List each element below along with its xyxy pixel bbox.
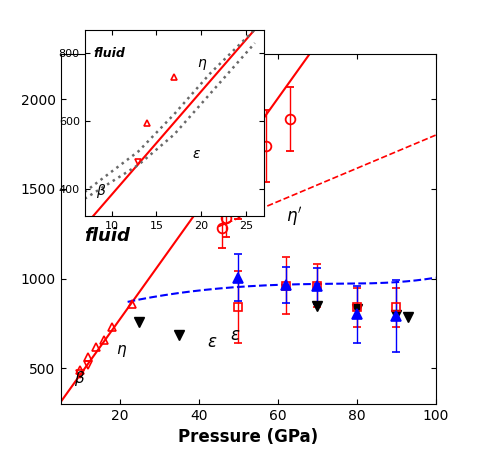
- Text: fluid: fluid: [93, 47, 125, 59]
- Text: $\eta'$: $\eta'$: [286, 205, 302, 228]
- Text: $\eta$: $\eta$: [116, 343, 127, 359]
- Text: $\varepsilon$: $\varepsilon$: [230, 326, 241, 344]
- Text: $\varepsilon$: $\varepsilon$: [207, 333, 217, 350]
- Text: $\beta$: $\beta$: [96, 183, 107, 200]
- Text: fluid: fluid: [84, 227, 130, 245]
- Text: $\varepsilon$: $\varepsilon$: [192, 147, 201, 161]
- Text: $\eta$: $\eta$: [197, 57, 207, 72]
- Text: $\beta$: $\beta$: [75, 369, 86, 388]
- X-axis label: Pressure (GPa): Pressure (GPa): [178, 429, 318, 446]
